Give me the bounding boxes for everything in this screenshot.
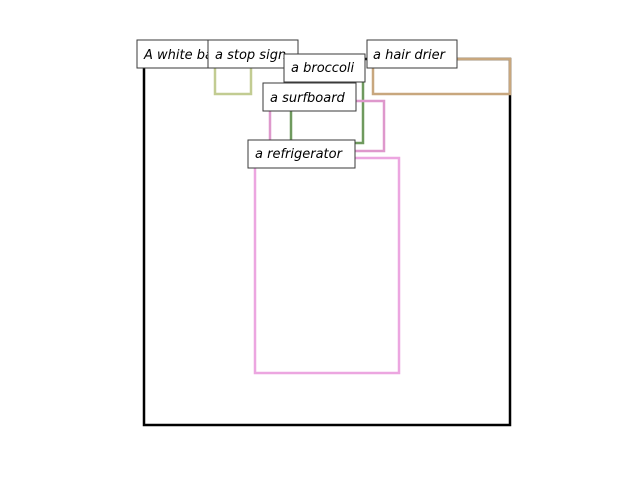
label-broccoli: a broccoli	[283, 53, 366, 83]
box-white-background	[142, 57, 512, 427]
label-broccoli-text: a broccoli	[291, 61, 355, 76]
label-hair-drier-text: a hair drier	[373, 48, 447, 63]
label-hair-drier: a hair drier	[366, 39, 458, 69]
label-refrigerator: a refrigerator	[247, 139, 356, 169]
label-surfboard-text: a surfboard	[270, 91, 346, 106]
label-refrigerator-text: a refrigerator	[255, 147, 344, 162]
label-stop-sign-text: a stop sign	[215, 48, 286, 63]
label-surfboard: a surfboard	[262, 82, 357, 112]
box-refrigerator	[253, 156, 401, 375]
label-stop-sign: a stop sign	[207, 39, 299, 69]
